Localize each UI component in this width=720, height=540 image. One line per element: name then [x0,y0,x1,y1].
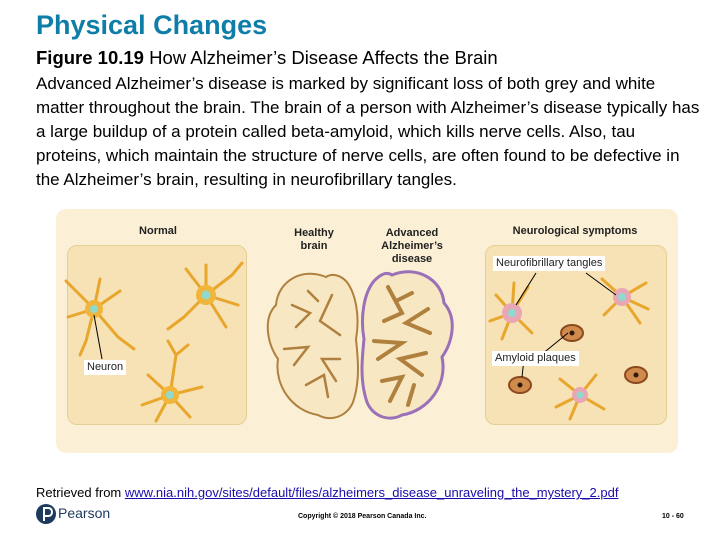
pearson-p-icon [36,504,56,524]
label-advanced-alzheimers: Advanced Alzheimer’s disease [362,227,462,266]
slide-title: Physical Changes [36,10,268,40]
normal-neurons-panel [67,245,247,425]
label-neurological-symptoms: Neurological symptoms [512,225,638,237]
alzheimer-figure: Normal Healthy brain Advanced Alzheimer’… [56,209,678,453]
label-advanced-line1: Advanced [385,227,439,239]
callout-neuron: Neuron [84,360,127,375]
neuron-graphic [64,277,136,357]
tangle-neuron-graphic [554,373,606,421]
amyloid-plaque-graphic [508,376,532,394]
label-advanced-line2: Alzheimer’s [381,240,443,252]
amyloid-plaque-graphic [624,366,648,384]
source-prefix: Retrieved from [36,485,125,500]
copyright-notice: Copyright © 2018 Pearson Canada Inc. [298,513,427,520]
label-healthy-line1: Healthy [294,227,334,239]
source-link[interactable]: www.nia.nih.gov/sites/default/files/alzh… [124,485,619,500]
amyloid-plaque-graphic [560,324,584,342]
tangle-neuron-graphic [488,281,534,341]
callout-amyloid-plaques: Amyloid plaques [492,351,579,366]
body-paragraph: Advanced Alzheimer’s disease is marked b… [36,74,700,189]
label-healthy-brain: Healthy brain [274,227,354,253]
figure-number: Figure 10.19 [36,47,144,68]
label-advanced-line3: disease [391,253,433,265]
source-line: Retrieved from www.nia.nih.gov/sites/def… [36,485,618,500]
pearson-wordmark: Pearson [58,505,111,521]
tangle-neuron-graphic [600,277,650,325]
label-healthy-line2: brain [300,240,328,252]
figure-title: How Alzheimer’s Disease Affects the Brai… [149,47,498,68]
healthy-brain-graphic [266,272,359,420]
figure-illustration [64,261,650,423]
slide-number: 10 - 60 [662,513,684,520]
figure-caption: Figure 10.19 How Alzheimer’s Disease Aff… [36,46,696,69]
label-normal: Normal [139,225,177,237]
pearson-logo: Pearson [36,501,116,527]
neuron-graphic [140,339,204,423]
callout-neurofibrillary-tangles: Neurofibrillary tangles [493,256,606,271]
neuron-graphic [166,261,244,331]
alzheimer-brain-graphic [360,270,454,420]
